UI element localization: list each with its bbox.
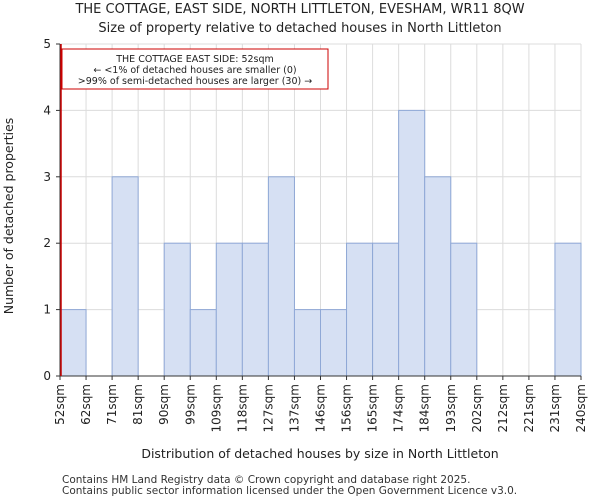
bar-184sqm <box>424 176 452 377</box>
bar-71sqm <box>111 176 139 377</box>
bar-137sqm <box>293 309 322 377</box>
x-tick-label: 71sqm <box>105 384 119 425</box>
x-tick-label: 156sqm <box>340 384 354 432</box>
x-tick-label: 90sqm <box>157 384 171 425</box>
tick-labels: 0 1 2 3 4 5 52sqm 62sqm 71sqm 81sqm 90sqm 99sqm 109s… <box>43 37 588 432</box>
x-tick-label: 165sqm <box>366 384 380 432</box>
bar-231sqm <box>554 242 582 377</box>
axes <box>56 43 582 380</box>
y-tick-label: 0 <box>43 369 51 383</box>
y-tick-label: 1 <box>43 303 51 317</box>
x-tick-label: 146sqm <box>314 384 328 432</box>
x-tick-label: 99sqm <box>183 384 197 425</box>
annotation-line-2: ← <1% of detached houses are smaller (0) <box>93 65 296 76</box>
x-axis-title: Distribution of detached houses by size … <box>141 446 498 461</box>
x-tick-label: 174sqm <box>392 384 406 432</box>
bar-146sqm <box>320 309 348 377</box>
x-tick-label: 118sqm <box>235 384 249 432</box>
footer-copyright: Contains HM Land Registry data © Crown c… <box>62 474 471 486</box>
x-tick-label: 81sqm <box>131 384 145 425</box>
bar-193sqm <box>450 242 478 377</box>
x-tick-label: 109sqm <box>209 384 223 432</box>
bar-127sqm <box>267 176 295 377</box>
annotation-line-1: THE COTTAGE EAST SIDE: 52sqm <box>115 54 274 65</box>
y-tick-label: 5 <box>43 37 51 51</box>
x-tick-label: 221sqm <box>522 384 536 432</box>
bar-118sqm <box>241 242 269 377</box>
chart-title: THE COTTAGE, EAST SIDE, NORTH LITTLETON,… <box>75 2 525 17</box>
y-tick-label: 2 <box>43 236 51 250</box>
x-tick-label: 137sqm <box>287 384 301 432</box>
x-tick-label: 52sqm <box>53 384 67 425</box>
x-tick-label: 202sqm <box>470 384 484 432</box>
bar-90sqm <box>163 242 191 377</box>
annotation-line-3: >99% of semi-detached houses are larger … <box>78 76 312 87</box>
y-axis-title: Number of detached properties <box>1 118 16 315</box>
y-tick-label: 3 <box>43 170 51 184</box>
bar-52sqm <box>59 309 87 377</box>
x-tick-label: 62sqm <box>79 384 93 425</box>
bar-174sqm <box>398 109 426 377</box>
x-tick-label: 127sqm <box>261 384 275 432</box>
x-tick-label: 240sqm <box>574 384 588 432</box>
x-tick-label: 212sqm <box>496 384 510 432</box>
annotation-box: THE COTTAGE EAST SIDE: 52sqm ← <1% of de… <box>61 48 329 90</box>
x-tick-label: 184sqm <box>418 384 432 432</box>
footer-licence: Contains public sector information licen… <box>62 485 518 497</box>
bar-165sqm <box>372 242 400 377</box>
x-tick-label: 231sqm <box>548 384 562 432</box>
bar-109sqm <box>215 242 243 377</box>
bar-99sqm <box>189 309 217 377</box>
bar-156sqm <box>346 242 374 377</box>
x-tick-label: 193sqm <box>444 384 458 432</box>
chart-subtitle: Size of property relative to detached ho… <box>98 21 502 36</box>
y-tick-label: 4 <box>43 103 51 117</box>
